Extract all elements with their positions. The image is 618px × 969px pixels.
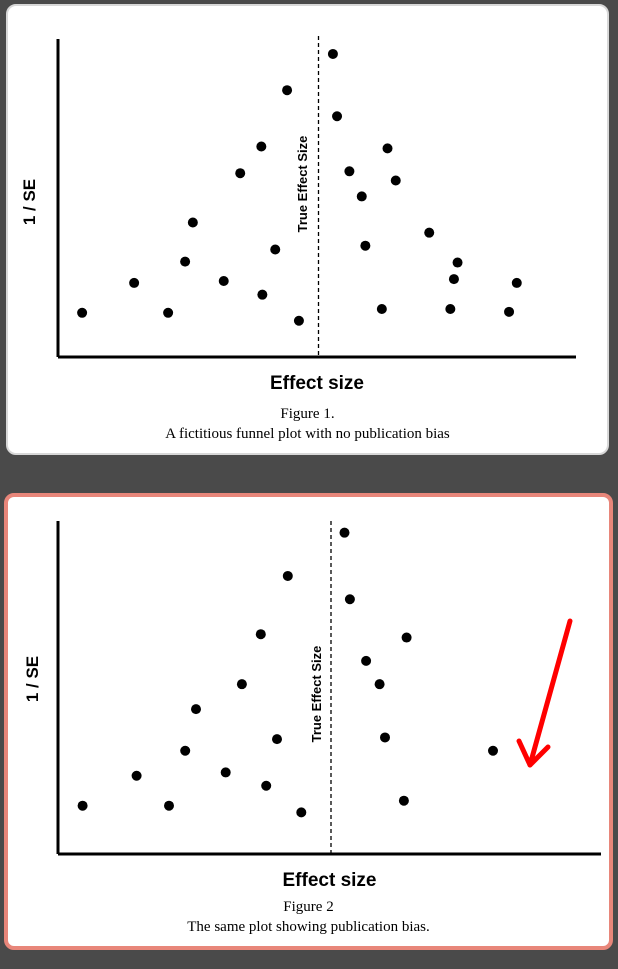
- data-point: [256, 141, 267, 152]
- data-point: [376, 303, 387, 314]
- data-point: [360, 240, 371, 251]
- y-axis-label: 1 / SE: [20, 179, 39, 225]
- data-point: [164, 800, 174, 811]
- data-point: [488, 745, 498, 756]
- figure-1-panel: True Effect Size 1 / SE Effect size Figure…: [6, 4, 609, 455]
- true-effect-label: True Effect Size: [309, 646, 324, 743]
- data-point: [445, 303, 456, 314]
- data-point: [180, 745, 191, 756]
- data-point: [361, 655, 372, 666]
- data-point: [339, 527, 350, 538]
- funnel-plot-1: True Effect Size 1 / SE Effect size: [20, 36, 576, 394]
- data-point: [131, 770, 142, 781]
- data-point: [332, 111, 343, 122]
- data-point: [452, 257, 463, 268]
- data-point: [129, 277, 140, 288]
- data-point: [401, 632, 412, 643]
- data-point: [380, 732, 390, 743]
- data-point: [390, 175, 401, 186]
- figure-1-caption: A fictitious funnel plot with no publica…: [165, 426, 450, 442]
- data-point: [235, 168, 246, 179]
- data-point: [180, 256, 191, 267]
- data-point: [356, 191, 367, 202]
- bias-arrow: [516, 618, 573, 768]
- data-point: [272, 734, 282, 745]
- figure-2-panel: True Effect Size 1 / SE Effect size Figure…: [4, 493, 613, 950]
- data-point: [504, 306, 515, 317]
- data-point: [236, 679, 247, 690]
- data-point: [327, 48, 338, 59]
- figure-1-number: Figure 1.: [280, 406, 335, 422]
- data-point: [424, 227, 435, 238]
- x-axis-label: Effect size: [283, 870, 377, 891]
- data-point: [191, 704, 201, 715]
- data-point: [282, 85, 293, 96]
- data-point: [398, 795, 409, 806]
- data-point: [448, 274, 459, 285]
- true-effect-label: True Effect Size: [295, 136, 310, 233]
- data-point: [257, 289, 268, 300]
- figure-2-number: Figure 2: [283, 899, 334, 915]
- data-point: [270, 244, 281, 255]
- y-axis-label: 1 / SE: [23, 656, 42, 702]
- data-point: [374, 679, 385, 690]
- data-point: [163, 307, 174, 318]
- data-point: [282, 570, 293, 581]
- data-point: [382, 143, 393, 154]
- data-point: [77, 800, 88, 811]
- data-point: [218, 275, 229, 286]
- data-point: [220, 767, 231, 778]
- data-point: [187, 217, 198, 228]
- x-axis-label: Effect size: [270, 373, 364, 394]
- data-point: [344, 594, 355, 605]
- data-point: [261, 780, 272, 791]
- data-point: [511, 277, 522, 288]
- figure-2-caption: The same plot showing publication bias.: [187, 919, 430, 935]
- data-point: [296, 807, 307, 818]
- data-point: [293, 315, 304, 326]
- data-point: [77, 307, 88, 318]
- funnel-plot-2: True Effect Size 1 / SE Effect size: [23, 521, 601, 891]
- data-point: [344, 166, 355, 177]
- data-point: [255, 629, 266, 640]
